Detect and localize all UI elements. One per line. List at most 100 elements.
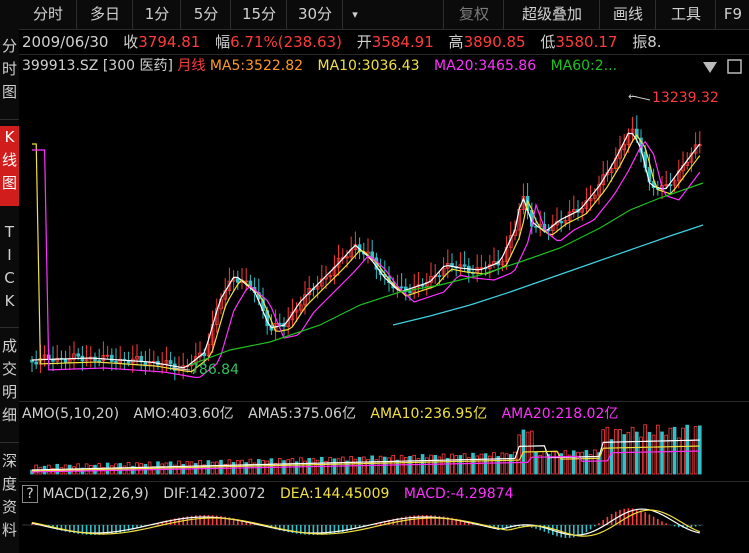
- volume-bar: [530, 430, 534, 475]
- volume-bar: [437, 456, 442, 475]
- quote-row: 2009/06/30 收3794.81 幅6.71%(238.63) 开3584…: [22, 30, 662, 54]
- volume-bar: [614, 429, 618, 475]
- ma5-line: [31, 132, 701, 369]
- volume-bar: [635, 431, 639, 475]
- volume-bar: [223, 463, 228, 475]
- volume-bar: [643, 424, 647, 475]
- volume-bar: [235, 460, 240, 475]
- dif-line: [31, 508, 700, 536]
- candle-body: [135, 355, 139, 360]
- tab-1min[interactable]: 1分: [132, 0, 181, 29]
- f9-button[interactable]: F9: [715, 0, 749, 29]
- candle-body: [672, 180, 677, 186]
- amp-label: 幅: [215, 33, 231, 51]
- candle-body: [424, 281, 429, 287]
- high-label: 高: [448, 33, 464, 51]
- volume-bar: [240, 459, 244, 475]
- ama10-value: AMA10:236.95亿: [370, 406, 488, 422]
- candle-body: [399, 286, 404, 289]
- candle-body: [601, 174, 605, 186]
- volume-bar: [538, 454, 542, 475]
- ama20-value: AMA20:218.02亿: [501, 406, 619, 422]
- candle-body: [366, 251, 370, 255]
- candle-body: [303, 294, 307, 306]
- ma20-value: MA20:3465.86: [434, 58, 537, 74]
- candle-body: [580, 208, 584, 213]
- volume-bar: [483, 453, 488, 475]
- low-label: 低: [540, 33, 556, 51]
- tab-15min[interactable]: 15分: [230, 0, 287, 29]
- sidebar-item-kline[interactable]: K 线 图: [0, 126, 19, 206]
- security-name: [300 医药]: [102, 58, 173, 74]
- amo-legend-row: AMO(5,10,20) AMO:403.60亿 AMA5:375.06亿 AM…: [22, 403, 618, 425]
- volume-bar: [416, 458, 421, 475]
- sidebar-item-trade-detail[interactable]: 成 交 明 细: [1, 337, 17, 424]
- volume-bar: [551, 451, 555, 475]
- volume-bar: [290, 458, 295, 475]
- volume-bar: [622, 434, 626, 475]
- candle-body: [315, 285, 320, 290]
- candle-body: [206, 344, 211, 357]
- candle-body: [63, 358, 68, 364]
- ma60-value: MA60:2...: [550, 58, 618, 74]
- volume-bar: [609, 439, 614, 475]
- volume-bar: [395, 459, 400, 475]
- candle-body: [42, 354, 47, 359]
- tab-30min[interactable]: 30分: [286, 0, 343, 29]
- super-overlay-button[interactable]: 超级叠加: [503, 0, 600, 29]
- draw-line-button[interactable]: 画线: [599, 0, 656, 29]
- quote-date: 2009/06/30: [22, 33, 109, 51]
- candle-body: [298, 304, 303, 311]
- ma120-line: [392, 224, 704, 326]
- volume-bar: [345, 460, 349, 475]
- volume-bar: [664, 434, 668, 475]
- volume-bar: [324, 461, 328, 475]
- open-label: 开: [356, 33, 372, 51]
- volume-bar: [387, 457, 391, 475]
- tab-intraday[interactable]: 分时: [32, 5, 63, 23]
- dea-line: [31, 509, 701, 537]
- volume-bar: [559, 453, 563, 475]
- candle-body: [479, 267, 484, 269]
- volume-bar: [618, 429, 622, 475]
- volume-bar: [252, 462, 257, 475]
- volume-bar: [677, 437, 681, 475]
- volume-bar: [534, 451, 538, 475]
- volume-bar: [656, 424, 660, 475]
- volume-bar: [593, 449, 597, 475]
- candle-body: [336, 258, 341, 268]
- volume-bar: [580, 451, 584, 475]
- candle-body: [408, 291, 412, 294]
- candle-body: [559, 220, 563, 224]
- volume-bar: [588, 454, 593, 475]
- candle-body: [664, 184, 668, 187]
- candle-body: [328, 275, 332, 278]
- sidebar-item-intraday[interactable]: 分 时 图: [1, 37, 17, 101]
- tools-button[interactable]: 工具: [655, 0, 716, 29]
- volume-bar: [597, 452, 601, 475]
- help-icon[interactable]: ?: [22, 485, 38, 503]
- view-sidebar: 分 时 图 K 线 图 T I C K 成 交 明 细 深 度 资 料: [0, 29, 19, 553]
- period-dropdown-icon[interactable]: ▾: [342, 0, 367, 29]
- ma5-value: MA5:3522.82: [209, 58, 304, 74]
- sidebar-item-tick[interactable]: T I C K: [4, 223, 15, 310]
- macd-value: MACD:-4.29874: [403, 486, 514, 502]
- ma60-line: [189, 182, 704, 366]
- volume-bar: [698, 425, 702, 475]
- tab-multi-day[interactable]: 多日: [76, 0, 133, 29]
- tab-5min[interactable]: 5分: [180, 0, 231, 29]
- ma20-line: [32, 140, 701, 379]
- vib-label: 振: [632, 33, 648, 51]
- low-marker-line: [171, 367, 191, 371]
- high-marker-line: [631, 95, 651, 101]
- volume-bar: [303, 460, 307, 475]
- restore-rights-button[interactable]: 复权: [443, 0, 504, 29]
- volume-bar: [630, 426, 635, 475]
- candle-body: [118, 358, 123, 364]
- volume-bar: [319, 456, 324, 475]
- volume-bar: [647, 431, 652, 475]
- volume-bar: [466, 457, 471, 475]
- volume-bar: [479, 453, 484, 475]
- sidebar-item-deep-info[interactable]: 深 度 资 料: [1, 452, 17, 539]
